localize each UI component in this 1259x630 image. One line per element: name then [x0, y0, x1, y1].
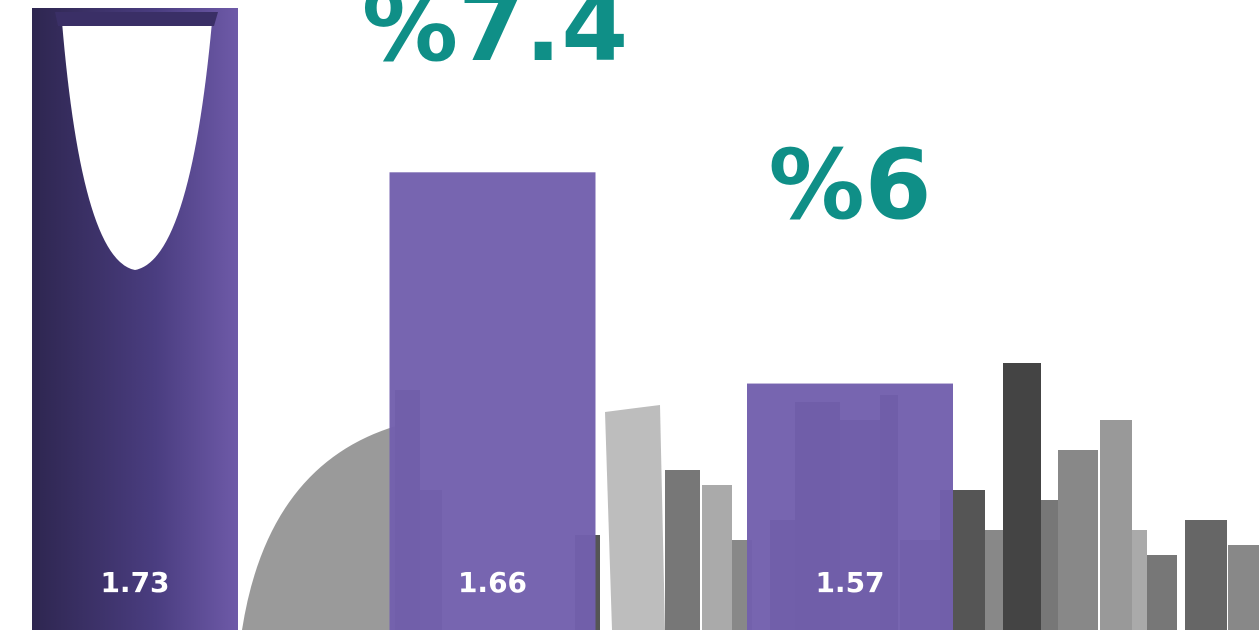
tower-arch — [62, 16, 212, 270]
bar — [747, 383, 953, 630]
tower-bridge — [55, 12, 218, 26]
annotation: %7.4 — [362, 0, 628, 83]
bar — [389, 172, 596, 630]
annotation: %6 — [769, 129, 932, 241]
value-label: 1.66 — [458, 566, 527, 599]
value-label: 1.57 — [815, 566, 884, 599]
value-label: 1.73 — [100, 566, 169, 599]
